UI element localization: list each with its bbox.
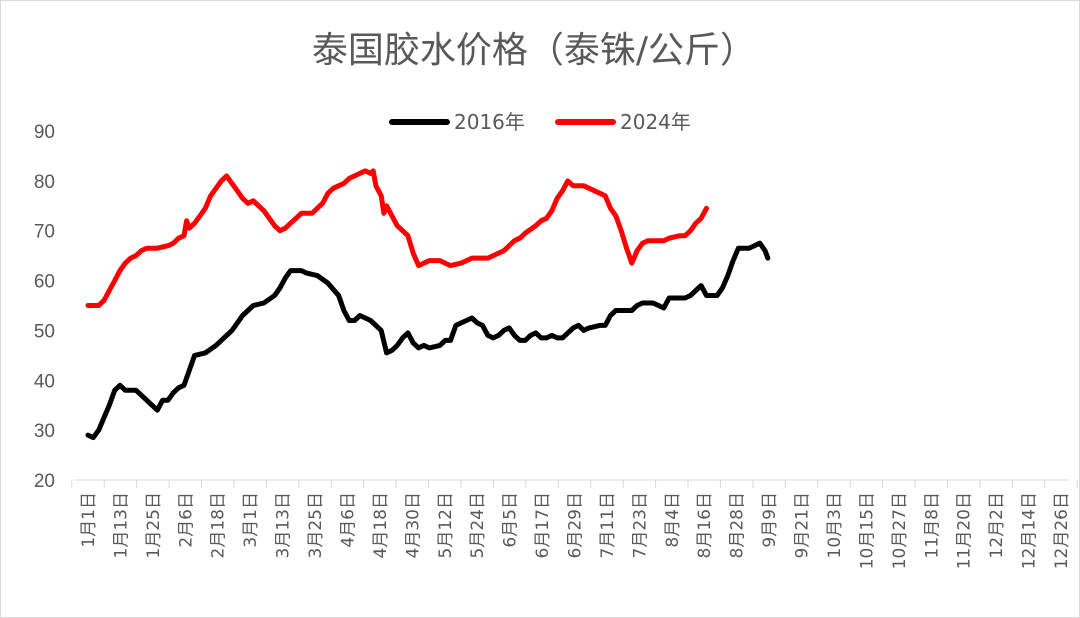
- x-tick-label: 5月12日: [436, 492, 456, 558]
- x-tick-label: 5月24日: [468, 492, 488, 558]
- x-tick-label: 10月15日: [857, 492, 877, 569]
- legend-label-2024: 2024年: [620, 110, 691, 134]
- legend: 2016年 2024年: [389, 110, 691, 134]
- x-tick-label: 7月11日: [598, 492, 618, 558]
- x-tick-label: 8月16日: [695, 492, 715, 558]
- x-tick-label: 3月1日: [241, 492, 261, 548]
- x-tick-label: 4月6日: [338, 492, 358, 548]
- series-line-1: [85, 168, 709, 308]
- x-tick-label: 11月20日: [955, 492, 975, 569]
- y-tick-label: 60: [34, 272, 55, 293]
- x-tick-label: 12月14日: [1020, 492, 1040, 569]
- y-tick-label: 90: [34, 122, 55, 143]
- y-tick-label: 20: [34, 471, 55, 492]
- x-tick-label: 10月27日: [890, 492, 910, 569]
- x-tick-label: 10月3日: [825, 492, 845, 558]
- x-tick-label: 8月28日: [728, 492, 748, 558]
- y-tick-label: 30: [34, 421, 55, 442]
- x-tick-label: 11月8日: [922, 492, 942, 558]
- x-tick-label: 1月25日: [144, 492, 164, 558]
- x-tick-label: 6月17日: [533, 492, 553, 558]
- x-tick-label: 3月25日: [306, 492, 326, 558]
- x-tick-label: 4月30日: [403, 492, 423, 558]
- y-tick-label: 40: [34, 371, 55, 392]
- legend-label-2016: 2016年: [454, 110, 525, 134]
- y-axis: 20 30 40 50 60 70 80 90: [34, 122, 55, 492]
- series-line-0: [85, 240, 771, 441]
- x-tick-label: 6月5日: [501, 492, 521, 548]
- x-tick-label: 2月18日: [209, 492, 229, 558]
- y-tick-label: 50: [34, 321, 55, 342]
- x-axis: 1月1日 1月13日 1月25日 2月6日 2月18日 3月1日 3月13日 3月25日 4月6…: [71, 479, 1078, 569]
- x-tick-label: 9月21日: [793, 492, 813, 558]
- x-tick-label: 12月2日: [987, 492, 1007, 558]
- x-tick-label: 1月1日: [79, 492, 99, 548]
- x-tick-label: 8月4日: [663, 492, 683, 548]
- x-tick-label: 1月13日: [111, 492, 131, 558]
- y-tick-label: 80: [34, 172, 55, 193]
- chart-title: 泰国胶水价格（泰铢/公斤）: [312, 30, 756, 71]
- plot-area: [85, 168, 771, 441]
- x-tick-label: 3月13日: [274, 492, 294, 558]
- x-tick-label: 6月29日: [566, 492, 586, 558]
- x-tick-label: 2月6日: [176, 492, 196, 548]
- y-tick-label: 70: [34, 222, 55, 243]
- x-tick-label: 4月18日: [371, 492, 391, 558]
- x-tick-label: 9月9日: [760, 492, 780, 548]
- x-tick-label: 7月23日: [630, 492, 650, 558]
- x-tick-label: 12月26日: [1052, 492, 1072, 569]
